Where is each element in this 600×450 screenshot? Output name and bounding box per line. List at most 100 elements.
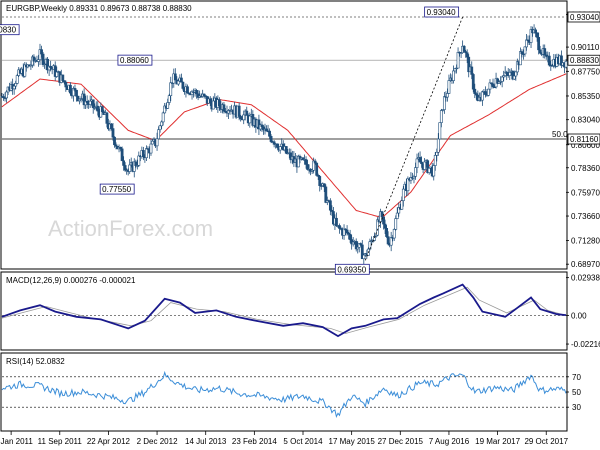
x-tick: 19 Mar 2017 (475, 431, 521, 446)
price-tick: 0.73660 (566, 212, 600, 221)
x-tick: 2 Dec 2012 (137, 431, 178, 446)
candle (426, 159, 430, 174)
candle (23, 61, 27, 78)
candle (269, 134, 273, 144)
candle (338, 223, 341, 234)
candle (166, 98, 170, 109)
candle (400, 196, 404, 210)
x-tick: 11 Sep 2011 (38, 431, 83, 446)
candle (265, 125, 268, 132)
candle (328, 198, 332, 216)
candle (335, 212, 338, 227)
candle (105, 111, 109, 128)
x-tick-label: 11 Sep 2011 (38, 437, 83, 446)
candle (208, 96, 212, 107)
candle (452, 65, 455, 84)
candle (96, 100, 100, 116)
price-annotation: 0.93040 (424, 6, 460, 18)
candle (490, 82, 493, 86)
candle (186, 84, 189, 94)
price-title: EURGBP,Weekly 0.89331 0.89673 0.88738 0.… (6, 4, 192, 13)
candle (310, 168, 314, 175)
candle (284, 146, 288, 155)
x-tick-label: 23 Feb 2014 (232, 437, 277, 446)
candle (275, 143, 279, 149)
candle (500, 75, 504, 88)
candle (418, 151, 422, 163)
candle (2, 93, 5, 101)
candle (100, 105, 104, 113)
candle (544, 51, 548, 60)
x-tick-label: 14 Jul 2013 (185, 437, 227, 446)
candle (453, 67, 457, 74)
candle (304, 156, 308, 169)
candle (123, 162, 127, 172)
candle (318, 174, 322, 192)
candle (76, 95, 80, 102)
candle (135, 159, 139, 170)
candle (514, 70, 518, 81)
rsi-panel (0, 352, 568, 432)
candle (119, 146, 122, 152)
candle (330, 205, 334, 216)
candle (47, 65, 51, 77)
price-annotation-text: 0.77550 (102, 185, 131, 194)
candle (158, 124, 162, 133)
candle (128, 159, 132, 174)
candle (79, 96, 83, 103)
macd-title: MACD(12,26,9) 0.000276 -0.000021 (6, 276, 136, 285)
candle (351, 237, 355, 247)
candle (75, 89, 78, 102)
current-price-box: 0.88830 (567, 54, 600, 66)
candle (412, 174, 416, 184)
candle (145, 145, 148, 161)
candle (344, 228, 347, 236)
candle (272, 140, 276, 148)
price-tick-label: 0.87750 (571, 67, 600, 76)
candle (64, 80, 68, 92)
candle (493, 84, 496, 89)
candle (316, 173, 320, 181)
candle (61, 74, 65, 83)
fib-price-box-text: 0.81160 (570, 135, 599, 144)
rsi-tick-label: 70 (572, 373, 581, 382)
candle (433, 151, 437, 171)
candle (149, 138, 153, 156)
candle (169, 76, 173, 102)
price-tick: 0.71280 (566, 236, 600, 245)
candle (348, 229, 352, 243)
candle (488, 79, 492, 94)
macd-tick-label: -0.022161 (571, 340, 600, 349)
candle (529, 26, 533, 48)
price-tick: 0.78360 (566, 164, 600, 173)
candle (357, 243, 361, 253)
candle (78, 98, 81, 105)
candle (332, 206, 335, 226)
watermark: ActionForex.com (48, 216, 213, 241)
candle (151, 138, 154, 145)
candle (202, 93, 206, 99)
candle (459, 52, 463, 59)
candle (499, 76, 503, 86)
candle (339, 226, 343, 231)
candle (442, 91, 446, 114)
price-tick-label: 0.68970 (571, 260, 600, 269)
candle (383, 219, 387, 234)
candle (473, 83, 477, 99)
price-annotation: 0.77550 (99, 183, 135, 195)
candle (46, 57, 50, 74)
price-panel (0, 0, 568, 270)
candle (394, 215, 398, 231)
price-annotation: 0.88060 (117, 54, 153, 66)
candle (359, 242, 363, 246)
x-tick-label: 27 Dec 2015 (378, 437, 424, 446)
x-tick: 29 Oct 2017 (524, 431, 569, 446)
candle (301, 157, 305, 161)
candle (122, 156, 126, 171)
candle (362, 253, 366, 265)
moving-average (1, 73, 567, 219)
candle (347, 231, 351, 240)
price-annotations: 0.90830 0.88060 0.77550 0.69350 0.93040 (0, 6, 460, 275)
price-tick-label: 0.71280 (571, 236, 600, 245)
candle (260, 121, 264, 132)
